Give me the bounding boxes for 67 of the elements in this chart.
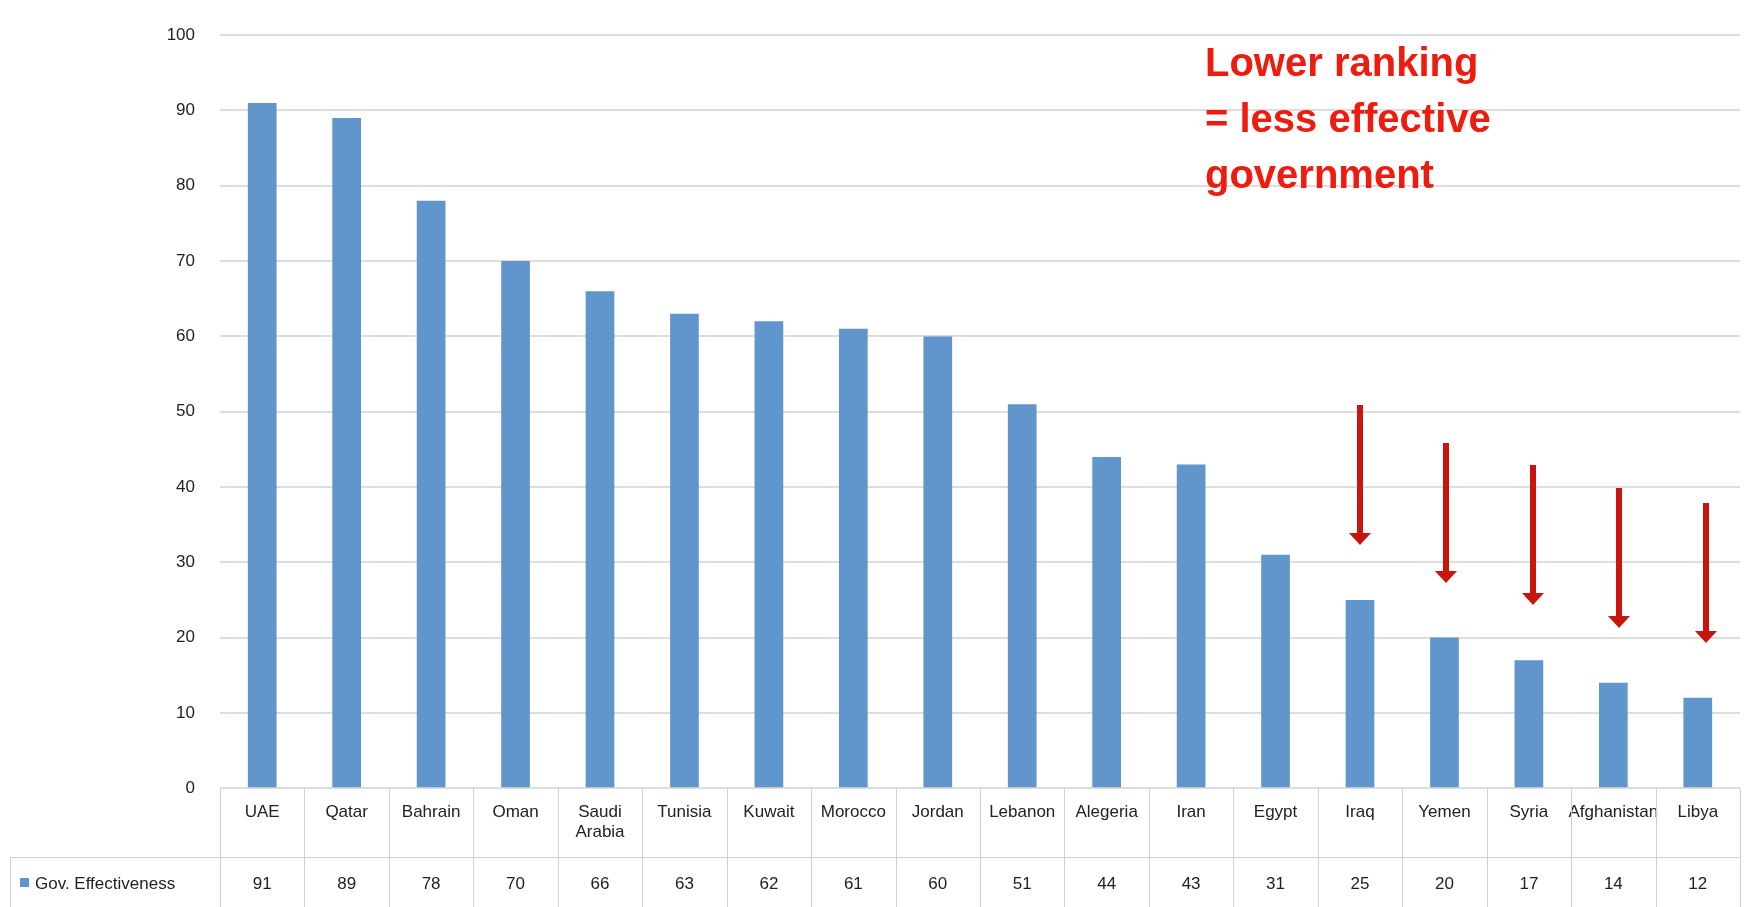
x-tick-label: Bahrain <box>401 802 461 822</box>
y-tick-label: 40 <box>176 476 195 496</box>
bar <box>1261 554 1290 788</box>
bar <box>585 291 615 788</box>
bar <box>838 328 868 788</box>
x-tick-label: Morocco <box>820 802 886 822</box>
y-tick-label: 90 <box>176 100 195 120</box>
x-tick-label: Jordan <box>911 802 964 822</box>
y-tick-label: 80 <box>176 175 195 195</box>
y-tick-label: 100 <box>166 24 195 44</box>
x-tick-label: Yemen <box>1418 802 1471 822</box>
data-label: 66 <box>590 873 610 893</box>
bar <box>1683 697 1713 788</box>
data-label: 91 <box>252 873 272 893</box>
data-label: 20 <box>1434 873 1454 893</box>
y-tick-label: 0 <box>185 777 195 797</box>
x-tick-label: UAE <box>244 802 280 822</box>
bar <box>247 102 277 788</box>
data-label: 43 <box>1181 873 1201 893</box>
bar <box>1345 599 1375 788</box>
data-label: 51 <box>1012 873 1032 893</box>
data-label: 14 <box>1603 873 1623 893</box>
data-label: 63 <box>674 873 694 893</box>
data-label: 60 <box>928 873 948 893</box>
data-label: 62 <box>759 873 779 893</box>
bar <box>416 200 446 788</box>
bar <box>1430 637 1459 788</box>
x-tick-label: Egypt <box>1253 802 1298 822</box>
y-tick-label: 30 <box>176 551 195 571</box>
data-label: 89 <box>337 873 357 893</box>
bar <box>501 261 530 788</box>
data-label: 78 <box>421 873 441 893</box>
x-tick-label: Alegeria <box>1075 802 1139 822</box>
bar <box>1007 404 1037 788</box>
x-tick-label: Qatar <box>325 802 369 822</box>
x-tick-label: Afghanistan <box>1568 802 1659 822</box>
x-tick-label: Oman <box>492 802 539 822</box>
data-label: 44 <box>1097 873 1117 893</box>
y-tick-label: 10 <box>176 702 195 722</box>
x-tick-label: Kuwait <box>743 802 795 822</box>
bar <box>923 336 953 788</box>
x-tick-label: Saudi Arabia <box>575 802 626 842</box>
data-label: 61 <box>843 873 863 893</box>
x-tick-label: Iraq <box>1345 802 1375 822</box>
bar <box>1514 660 1544 788</box>
bar <box>754 321 784 788</box>
bar <box>1176 464 1206 788</box>
bar <box>332 118 362 788</box>
bar <box>1092 456 1122 788</box>
data-label: 31 <box>1266 873 1286 893</box>
annotation: Lower ranking = less effective government <box>1205 40 1491 197</box>
data-label: 12 <box>1688 873 1708 893</box>
legend-label: Gov. Effectiveness <box>35 873 176 893</box>
y-tick-label: 50 <box>176 401 195 421</box>
data-label: 17 <box>1519 873 1539 893</box>
data-label: 25 <box>1350 873 1370 893</box>
x-tick-label: Lebanon <box>989 802 1056 822</box>
x-tick-label: Iran <box>1176 802 1206 822</box>
bar <box>670 313 699 788</box>
y-tick-label: 60 <box>176 326 195 346</box>
x-tick-label: Tunisia <box>657 802 713 822</box>
y-tick-label: 20 <box>176 627 195 647</box>
bar <box>1598 682 1628 788</box>
y-tick-label: 70 <box>176 250 195 270</box>
x-tick-label: Syria <box>1509 802 1549 822</box>
x-tick-label: Libya <box>1677 802 1719 822</box>
data-label: 70 <box>506 873 526 893</box>
